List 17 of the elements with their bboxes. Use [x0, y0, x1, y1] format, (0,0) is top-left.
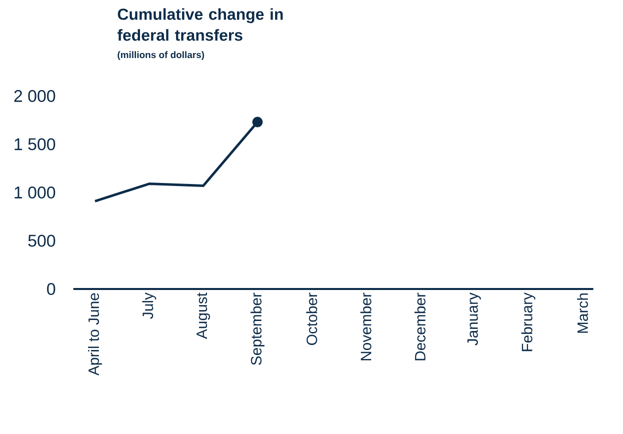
y-tick-label: 1 000	[14, 186, 56, 198]
x-tick-label: March	[577, 293, 588, 333]
x-tick-label: February	[521, 292, 536, 352]
x-tick-label: January	[467, 292, 481, 346]
x-tick-label: September	[250, 292, 264, 365]
x-tick-label: April to June	[88, 293, 102, 376]
chart-title: Cumulative change in federal transfers	[117, 8, 283, 41]
y-tick-label: 1 500	[14, 138, 56, 150]
chart-subtitle: (millions of dollars)	[118, 51, 204, 60]
x-tick-label: July	[142, 292, 156, 319]
x-tick-label: December	[414, 292, 426, 360]
y-tick-label: 0	[47, 282, 56, 295]
x-tick-label: August	[196, 292, 210, 339]
y-tick-label: 2 000	[14, 90, 56, 102]
x-tick-label: November	[360, 292, 372, 360]
x-tick-label: October	[306, 292, 318, 345]
y-tick-label: 500	[28, 234, 56, 247]
